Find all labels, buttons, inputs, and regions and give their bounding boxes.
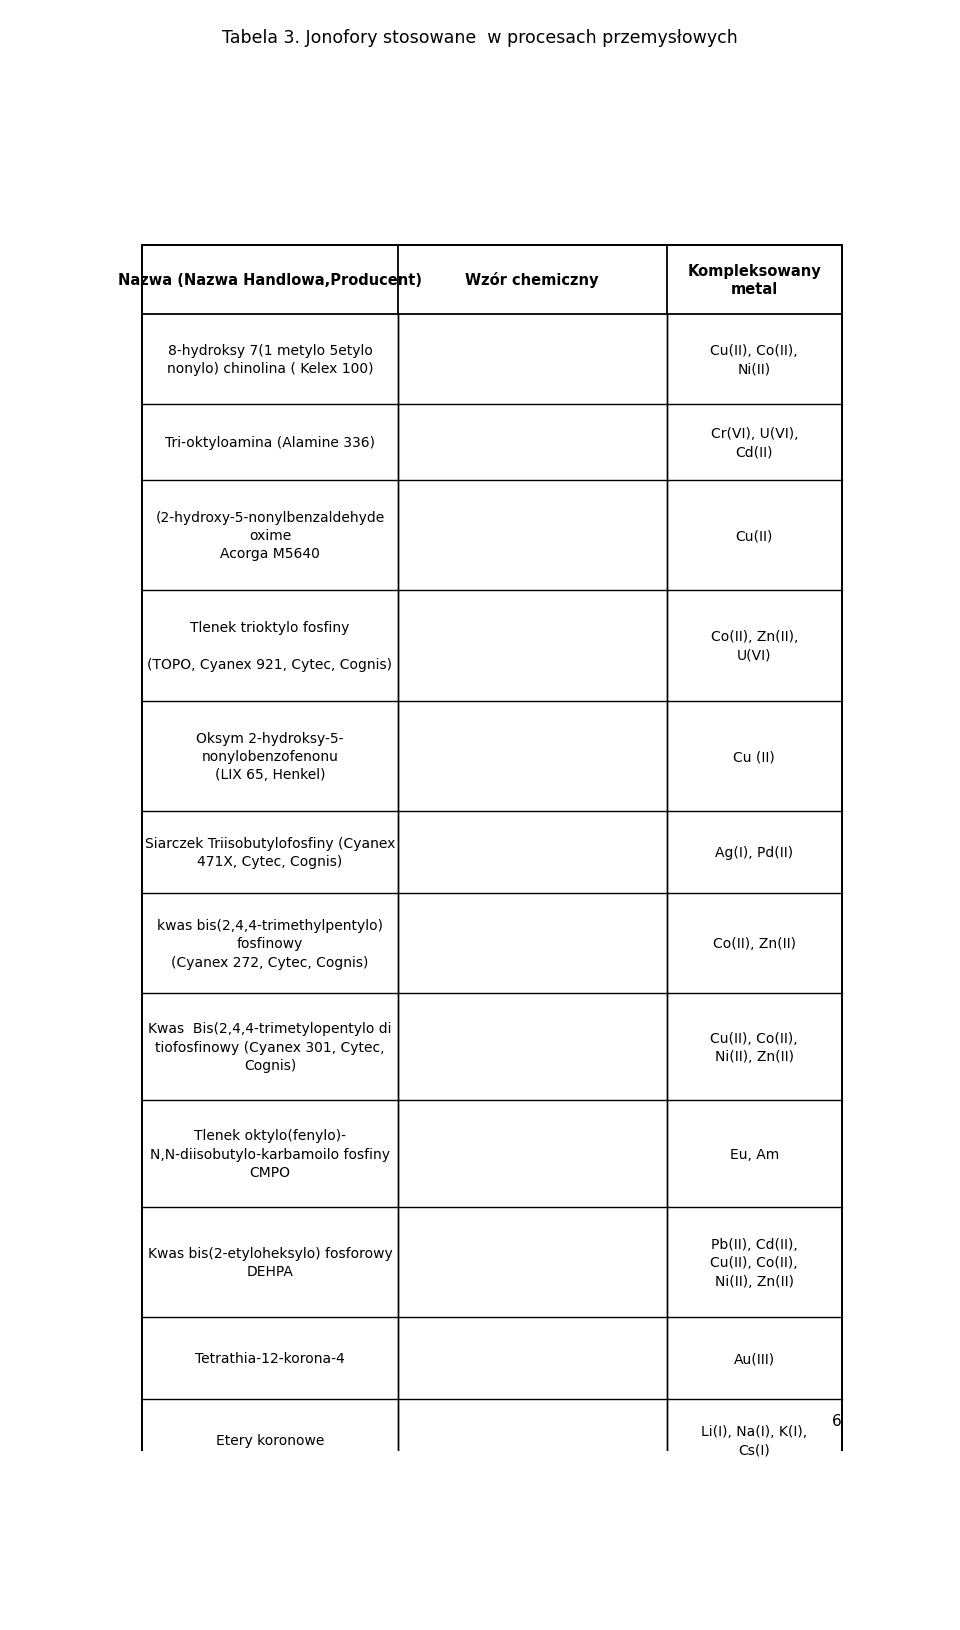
Text: Au(III): Au(III) [733, 1351, 775, 1366]
Text: Co(II), Zn(II),
U(VI): Co(II), Zn(II), U(VI) [710, 629, 798, 662]
Text: Li(I), Na(I), K(I),
Cs(I): Li(I), Na(I), K(I), Cs(I) [701, 1425, 807, 1456]
Text: Cu(II): Cu(II) [735, 528, 773, 543]
Text: (2-hydroxy-5-nonylbenzaldehyde
oxime
Acorga M5640: (2-hydroxy-5-nonylbenzaldehyde oxime Aco… [156, 510, 385, 561]
Text: Wzór chemiczny: Wzór chemiczny [466, 272, 599, 289]
Text: kwas bis(2,4,4-trimethylpentylo)
fosfinowy
(Cyanex 272, Cytec, Cognis): kwas bis(2,4,4-trimethylpentylo) fosfino… [156, 918, 383, 968]
Text: Pb(II), Cd(II),
Cu(II), Co(II),
Ni(II), Zn(II): Pb(II), Cd(II), Cu(II), Co(II), Ni(II), … [710, 1237, 798, 1288]
Text: Tetrathia-12-korona-4: Tetrathia-12-korona-4 [195, 1351, 345, 1366]
Text: Co(II), Zn(II): Co(II), Zn(II) [712, 937, 796, 950]
Text: Cu (II): Cu (II) [733, 750, 775, 763]
Text: Tabela 3. Jonofory stosowane  w procesach przemysłowych: Tabela 3. Jonofory stosowane w procesach… [222, 29, 738, 47]
Text: Ag(I), Pd(II): Ag(I), Pd(II) [715, 846, 793, 859]
Text: Etery koronowe: Etery koronowe [216, 1433, 324, 1447]
Text: 8-hydroksy 7(1 metylo 5etylo
nonylo) chinolina ( Kelex 100): 8-hydroksy 7(1 metylo 5etylo nonylo) chi… [167, 344, 373, 377]
Text: Kompleksowany
metal: Kompleksowany metal [687, 264, 821, 297]
Text: 6: 6 [832, 1413, 842, 1428]
Text: Siarczek Triisobutylofosfiny (Cyanex
471X, Cytec, Cognis): Siarczek Triisobutylofosfiny (Cyanex 471… [145, 836, 396, 869]
Text: Kwas  Bis(2,4,4-trimetylopentylo di
tiofosfinowy (Cyanex 301, Cytec,
Cognis): Kwas Bis(2,4,4-trimetylopentylo di tiofo… [148, 1022, 392, 1073]
Text: Tlenek oktylo(fenylo)-
N,N-diisobutylo-karbamoilo fosfiny
CMPO: Tlenek oktylo(fenylo)- N,N-diisobutylo-k… [150, 1128, 390, 1178]
Text: Cu(II), Co(II),
Ni(II): Cu(II), Co(II), Ni(II) [710, 344, 798, 377]
Text: Kwas bis(2-etyloheksylo) fosforowy
DEHPA: Kwas bis(2-etyloheksylo) fosforowy DEHPA [148, 1247, 393, 1278]
Text: Tlenek trioktylo fosfiny

(TOPO, Cyanex 921, Cytec, Cognis): Tlenek trioktylo fosfiny (TOPO, Cyanex 9… [148, 621, 393, 672]
Text: Cr(VI), U(VI),
Cd(II): Cr(VI), U(VI), Cd(II) [710, 427, 798, 460]
Text: Tri-oktyloamina (Alamine 336): Tri-oktyloamina (Alamine 336) [165, 435, 375, 450]
Text: Nazwa (Nazwa Handlowa,Producent): Nazwa (Nazwa Handlowa,Producent) [118, 272, 422, 289]
Text: Cu(II), Co(II),
Ni(II), Zn(II): Cu(II), Co(II), Ni(II), Zn(II) [710, 1032, 798, 1063]
Text: Eu, Am: Eu, Am [730, 1148, 779, 1161]
Text: Oksym 2-hydroksy-5-
nonylobenzofenonu
(LIX 65, Henkel): Oksym 2-hydroksy-5- nonylobenzofenonu (L… [196, 732, 344, 782]
